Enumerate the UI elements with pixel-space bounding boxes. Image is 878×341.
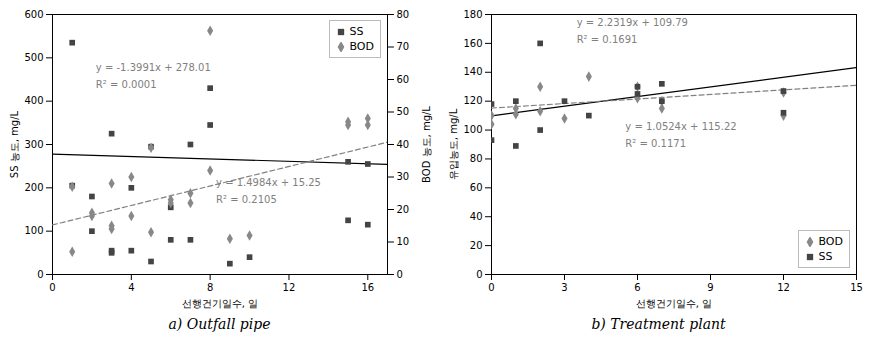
svg-text:160: 160 <box>463 38 482 49</box>
svg-text:80: 80 <box>470 153 483 164</box>
svg-text:20: 20 <box>470 240 483 251</box>
svg-text:100: 100 <box>463 124 482 135</box>
svg-text:유입농도, mg/L: 유입농도, mg/L <box>448 108 459 180</box>
svg-text:60: 60 <box>397 74 410 85</box>
svg-text:80: 80 <box>397 9 410 20</box>
svg-text:10: 10 <box>397 236 410 247</box>
svg-text:R² = 0.2105: R² = 0.2105 <box>216 194 277 205</box>
svg-text:12: 12 <box>777 282 790 293</box>
svg-text:R² = 0.0001: R² = 0.0001 <box>96 79 157 90</box>
svg-text:y = 1.4984x + 15.25: y = 1.4984x + 15.25 <box>216 177 321 188</box>
html-text:a) Outfall pipe: a) Outfall pipe <box>168 316 271 332</box>
svg-text:0: 0 <box>476 269 482 280</box>
svg-text:200: 200 <box>24 182 43 193</box>
svg-text:20: 20 <box>397 204 410 215</box>
svg-text:70: 70 <box>397 41 410 52</box>
svg-text:3: 3 <box>561 282 567 293</box>
svg-text:400: 400 <box>24 95 43 106</box>
svg-text:R² = 0.1171: R² = 0.1171 <box>625 138 686 149</box>
html-text:SS: SS <box>818 250 833 263</box>
svg-text:60: 60 <box>470 182 483 193</box>
svg-text:30: 30 <box>397 171 410 182</box>
svg-text:y = 2.2319x + 109.79: y = 2.2319x + 109.79 <box>577 17 688 28</box>
svg-text:180: 180 <box>463 9 482 20</box>
svg-text:300: 300 <box>24 139 43 150</box>
svg-text:y = -1.3991x + 278.01: y = -1.3991x + 278.01 <box>96 62 211 73</box>
svg-text:9: 9 <box>707 282 713 293</box>
svg-text:SS 농도, mg/L: SS 농도, mg/L <box>9 110 20 178</box>
svg-text:6: 6 <box>634 282 640 293</box>
svg-text:120: 120 <box>463 95 482 106</box>
html-text:SS: SS <box>349 25 364 38</box>
html-text:b) Treatment plant: b) Treatment plant <box>591 316 726 332</box>
svg-text:0: 0 <box>49 282 55 293</box>
svg-text:0: 0 <box>488 282 494 293</box>
svg-text:15: 15 <box>850 282 863 293</box>
svg-text:600: 600 <box>24 9 43 20</box>
svg-text:y = 1.0524x + 115.22: y = 1.0524x + 115.22 <box>625 121 736 132</box>
svg-text:100: 100 <box>24 225 43 236</box>
svg-text:40: 40 <box>470 211 483 222</box>
svg-text:4: 4 <box>128 282 134 293</box>
svg-text:140: 140 <box>463 66 482 77</box>
svg-text:500: 500 <box>24 52 43 63</box>
html-text:BOD: BOD <box>818 235 843 248</box>
svg-text:50: 50 <box>397 106 410 117</box>
svg-text:16: 16 <box>361 282 374 293</box>
svg-text:40: 40 <box>397 139 410 150</box>
html-text:BOD: BOD <box>349 40 374 53</box>
svg-text:R² = 0.1691: R² = 0.1691 <box>577 34 638 45</box>
svg-text:8: 8 <box>207 282 213 293</box>
svg-text:선행건기일수, 일: 선행건기일수, 일 <box>636 298 712 309</box>
svg-text:BOD 농도, mg/L: BOD 농도, mg/L <box>421 106 432 183</box>
svg-text:0: 0 <box>397 269 403 280</box>
svg-text:선행건기일수, 일: 선행건기일수, 일 <box>182 298 258 309</box>
svg-text:0: 0 <box>37 269 43 280</box>
svg-text:12: 12 <box>283 282 296 293</box>
